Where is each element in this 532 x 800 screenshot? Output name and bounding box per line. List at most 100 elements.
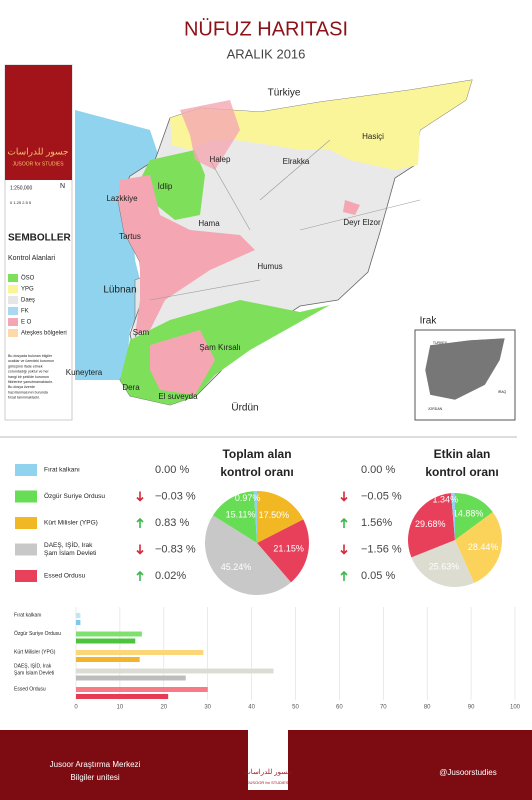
- map-label: İdlip: [158, 182, 173, 191]
- total-change: 0.00 %: [155, 464, 189, 476]
- legend-label: YPG: [21, 287, 34, 293]
- logo-arabic: جسور للدراسات: [7, 146, 68, 157]
- pie-slice: [205, 515, 291, 596]
- inset-label: TURKEY: [433, 341, 448, 345]
- pie-slice: [257, 519, 309, 583]
- map-label: Lübnan: [103, 285, 136, 296]
- legend-note: hazırlanmasının burunda: [8, 390, 48, 394]
- total-arrow: [136, 491, 144, 502]
- legend-swatch: [8, 329, 18, 337]
- map-label: Hama: [198, 219, 220, 228]
- total-change: −0.83 %: [155, 543, 196, 555]
- row-name: Essed Ordusu: [44, 573, 86, 580]
- x-tick-label: 90: [468, 705, 475, 711]
- legend-note: görüşünü ifade etmek: [8, 364, 43, 368]
- x-tick-label: 50: [292, 705, 299, 711]
- active-change: 1.56%: [361, 517, 392, 529]
- row-swatch: [15, 570, 37, 582]
- bar: [76, 613, 81, 618]
- pie-label: 1.34%: [433, 494, 459, 504]
- map-label: Irak: [420, 316, 438, 327]
- y-tick-label: DAEŞ, IŞİD, Irak: [14, 662, 52, 669]
- aleppo-area: [180, 100, 240, 170]
- pie-label: 21.15%: [273, 544, 304, 554]
- x-tick-label: 30: [204, 705, 211, 711]
- bar: [76, 620, 81, 625]
- pie-slice: [411, 540, 475, 587]
- pie-title: Toplam alan: [222, 447, 291, 461]
- bar: [76, 650, 204, 655]
- map-label: Halep: [210, 155, 231, 164]
- pie-label: 0.97%: [235, 493, 261, 503]
- scale-ratio: 1:250,000: [10, 185, 32, 191]
- legend-swatch: [8, 318, 18, 326]
- scale-north: N: [60, 183, 65, 190]
- row-name: Şam İslam Devleti: [44, 548, 96, 557]
- bar: [76, 694, 169, 699]
- footer-handle: @Jusoorstudies: [439, 768, 496, 777]
- map-label: Dera: [122, 383, 140, 392]
- legend-note: fikirlerine yansıtmamaktadır.: [8, 380, 53, 384]
- y-tick-label: Şam İslam Devleti: [14, 669, 54, 676]
- map-label: Türkiye: [268, 88, 301, 99]
- pie-label: 17.50%: [259, 510, 290, 520]
- total-change: −0.03 %: [155, 490, 196, 502]
- pie-title: kontrol oranı: [425, 465, 498, 479]
- legend-note: hangi bir şekilde kurumun: [8, 375, 49, 379]
- legend-note: Bu dosyada bulunan bilgiler: [8, 354, 53, 358]
- active-arrow: [340, 544, 348, 555]
- footer-arabic: جسور للدراسات: [244, 768, 292, 776]
- subtitle: ARALIK 2016: [227, 46, 306, 61]
- title: NÜFUZ HARITASI: [184, 18, 348, 40]
- x-tick-label: 60: [336, 705, 343, 711]
- scale-bar: 0 1.25 2.5 5: [10, 200, 32, 205]
- map-label: Tartus: [119, 232, 141, 241]
- row-swatch: [15, 543, 37, 556]
- bar: [76, 668, 274, 674]
- pie-slice: [212, 491, 257, 543]
- map-label: El suveyda: [158, 392, 198, 401]
- pie-label: 28.44%: [468, 542, 499, 552]
- active-arrow: [340, 517, 348, 528]
- bar: [76, 675, 186, 681]
- map-label: Humus: [257, 262, 282, 271]
- eo-area: [118, 175, 255, 335]
- pie-slice: [253, 491, 257, 543]
- legend-title: SEMBOLLER: [8, 233, 72, 244]
- map-label: Şam Kırsalı: [199, 343, 240, 352]
- legend-subtitle: Kontrol Alanlari: [8, 255, 56, 262]
- total-arrow: [136, 570, 144, 581]
- footer-logo-box: [248, 730, 288, 790]
- row-name: Özgür Suriye Ordusu: [44, 492, 105, 500]
- legend-label: E O: [21, 320, 32, 326]
- south-eo: [150, 330, 215, 395]
- active-change: 0.00 %: [361, 464, 395, 476]
- x-tick-label: 20: [160, 705, 167, 711]
- bar: [76, 638, 136, 644]
- y-tick-label: Essed Ordusu: [14, 686, 46, 692]
- pie-slice: [455, 493, 493, 540]
- active-change: −1.56 %: [361, 543, 402, 555]
- bar: [76, 687, 208, 692]
- deir-eo: [343, 200, 360, 215]
- y-tick-label: Özgür Suriye Ordusu: [14, 630, 61, 637]
- inset-label: IRAQ: [498, 390, 507, 394]
- x-tick-label: 70: [380, 705, 387, 711]
- borders: [149, 139, 421, 301]
- map-label: Ürdün: [231, 402, 258, 414]
- pie-slice: [455, 512, 502, 583]
- total-change: 0.02%: [155, 570, 186, 582]
- legend-swatch: [8, 274, 18, 282]
- active-arrow: [340, 491, 348, 502]
- x-tick-label: 0: [74, 705, 78, 711]
- x-tick-label: 80: [424, 705, 431, 711]
- map: [75, 79, 516, 421]
- pie-title: Etkin alan: [434, 447, 491, 461]
- active-arrow: [340, 570, 348, 581]
- legend-label: ÖSO: [21, 275, 35, 282]
- footer-latin: JUSOOR for STUDIES: [248, 780, 289, 785]
- bar: [76, 657, 140, 662]
- active-change: −0.05 %: [361, 490, 402, 502]
- map-label: Lazkkiye: [106, 194, 138, 203]
